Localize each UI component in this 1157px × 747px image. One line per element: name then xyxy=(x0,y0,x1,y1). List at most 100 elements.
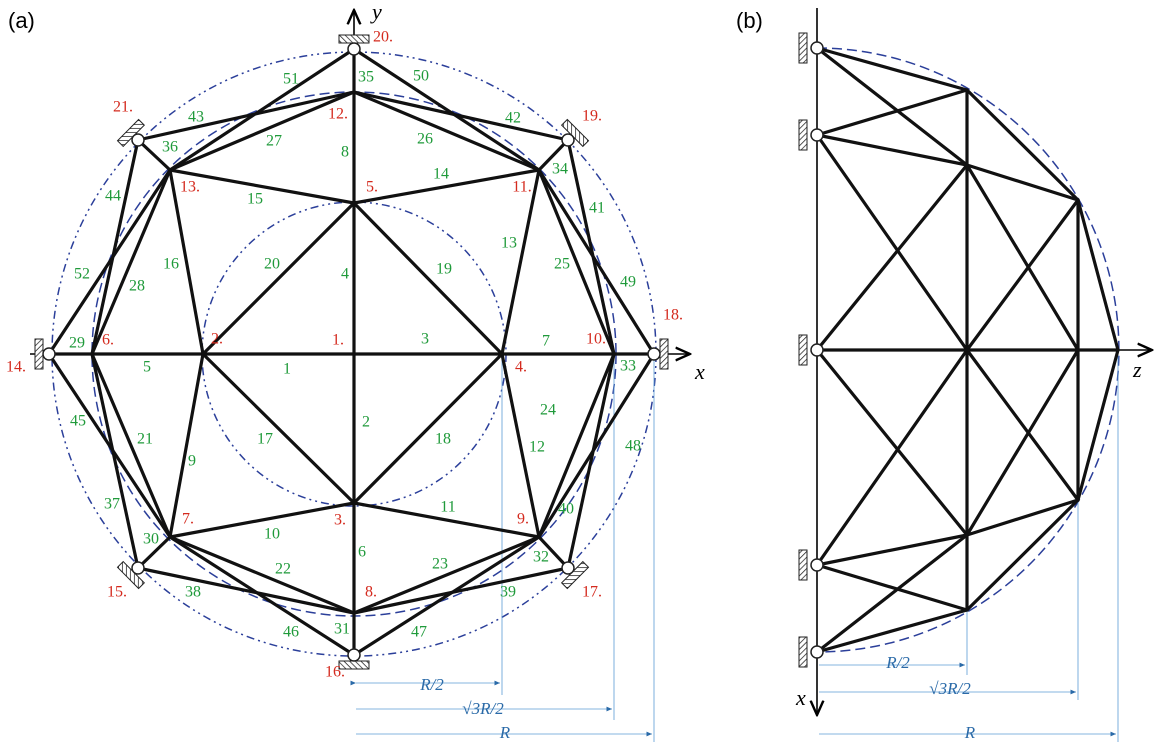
member xyxy=(92,140,138,354)
labels: (a) (b) y x x z R/2 √3R/2 R R/2 √3R/2 R … xyxy=(6,0,1142,742)
member xyxy=(568,140,614,354)
truss-diagram: (a) (b) y x x z R/2 √3R/2 R R/2 √3R/2 R … xyxy=(0,0,1157,742)
member-label: 19 xyxy=(436,261,452,278)
support xyxy=(799,335,807,365)
node-label: 4. xyxy=(515,359,527,376)
support xyxy=(339,35,369,43)
member xyxy=(817,135,967,350)
member-label: 6 xyxy=(358,544,366,561)
node-label: 17. xyxy=(582,584,602,601)
member xyxy=(1078,200,1118,350)
member-label: 35 xyxy=(358,69,374,86)
member-label: 48 xyxy=(625,438,641,455)
support-joint xyxy=(348,43,360,55)
axis-label: x xyxy=(795,685,806,710)
support xyxy=(35,339,43,369)
member-label: 51 xyxy=(283,71,299,88)
member xyxy=(817,350,967,565)
node-label: 15. xyxy=(107,584,127,601)
node-label: 20. xyxy=(373,29,393,46)
member-label: 27 xyxy=(266,133,282,150)
node-label: 2. xyxy=(211,331,223,348)
member-label: 47 xyxy=(411,624,427,641)
member-label: 26 xyxy=(417,131,433,148)
member xyxy=(817,165,967,350)
member-label: 1 xyxy=(283,361,291,378)
member xyxy=(967,165,1078,350)
member xyxy=(817,350,967,535)
support-joint xyxy=(811,42,823,54)
member-label: 8 xyxy=(341,144,349,161)
node-label: 19. xyxy=(582,108,602,125)
support-joint xyxy=(348,649,360,661)
member xyxy=(817,48,967,90)
support-joint xyxy=(562,562,574,574)
member-label: 5 xyxy=(143,359,151,376)
member xyxy=(817,90,967,135)
member xyxy=(92,354,138,568)
member xyxy=(817,535,967,565)
node-label: 6. xyxy=(102,332,114,349)
axis-label: x xyxy=(694,359,705,384)
member-label: 39 xyxy=(500,584,516,601)
member-label: 37 xyxy=(104,496,120,513)
node-label: 3. xyxy=(334,512,346,529)
member-label: 44 xyxy=(105,188,121,205)
member-label: 49 xyxy=(620,274,636,291)
support-joint xyxy=(811,559,823,571)
support-joint xyxy=(811,129,823,141)
node-label: 1. xyxy=(332,332,344,349)
support xyxy=(660,339,668,369)
member-label: 38 xyxy=(185,584,201,601)
support-joint xyxy=(132,134,144,146)
dimension-label: √3R/2 xyxy=(929,679,971,698)
member xyxy=(354,92,568,140)
support-joint xyxy=(811,344,823,356)
node-label: 16. xyxy=(325,664,345,681)
member xyxy=(354,92,539,170)
member xyxy=(170,503,354,537)
support-joint xyxy=(811,646,823,658)
support-joint xyxy=(562,134,574,146)
dimension-label: √3R/2 xyxy=(462,699,504,718)
dimension-guides xyxy=(356,350,1118,742)
node-label: 10. xyxy=(586,331,606,348)
member xyxy=(138,568,354,613)
member-label: 21 xyxy=(137,431,153,448)
member xyxy=(354,354,502,503)
member xyxy=(170,537,354,613)
member-label: 43 xyxy=(188,109,204,126)
node-label: 5. xyxy=(366,179,378,196)
member-label: 12 xyxy=(529,439,545,456)
node-label: 8. xyxy=(365,584,377,601)
member xyxy=(539,354,614,537)
member-label: 11 xyxy=(440,499,455,516)
member-label: 4 xyxy=(341,266,349,283)
member-label: 32 xyxy=(533,549,549,566)
axis-label: y xyxy=(370,0,382,24)
support xyxy=(799,550,807,580)
panel-label: (a) xyxy=(8,8,35,33)
member xyxy=(354,537,539,613)
node-label: 13. xyxy=(180,179,200,196)
dimension-label: R xyxy=(499,723,511,742)
member xyxy=(170,92,354,170)
member-label: 16 xyxy=(163,256,179,273)
node-label: 12. xyxy=(328,106,348,123)
node-label: 14. xyxy=(6,359,26,376)
support-joint xyxy=(132,562,144,574)
member-label: 42 xyxy=(505,110,521,127)
member-label: 20 xyxy=(264,256,280,273)
member-label: 31 xyxy=(334,621,350,638)
panel-label: (b) xyxy=(736,8,763,33)
dimension-label: R xyxy=(964,723,976,742)
member xyxy=(967,350,1078,535)
support xyxy=(799,33,807,63)
member-label: 30 xyxy=(143,531,159,548)
member-label: 17 xyxy=(257,431,273,448)
member-label: 46 xyxy=(283,624,299,641)
member xyxy=(203,354,354,503)
member-label: 7 xyxy=(542,333,550,350)
member-label: 25 xyxy=(554,256,570,273)
support-joint xyxy=(43,348,55,360)
